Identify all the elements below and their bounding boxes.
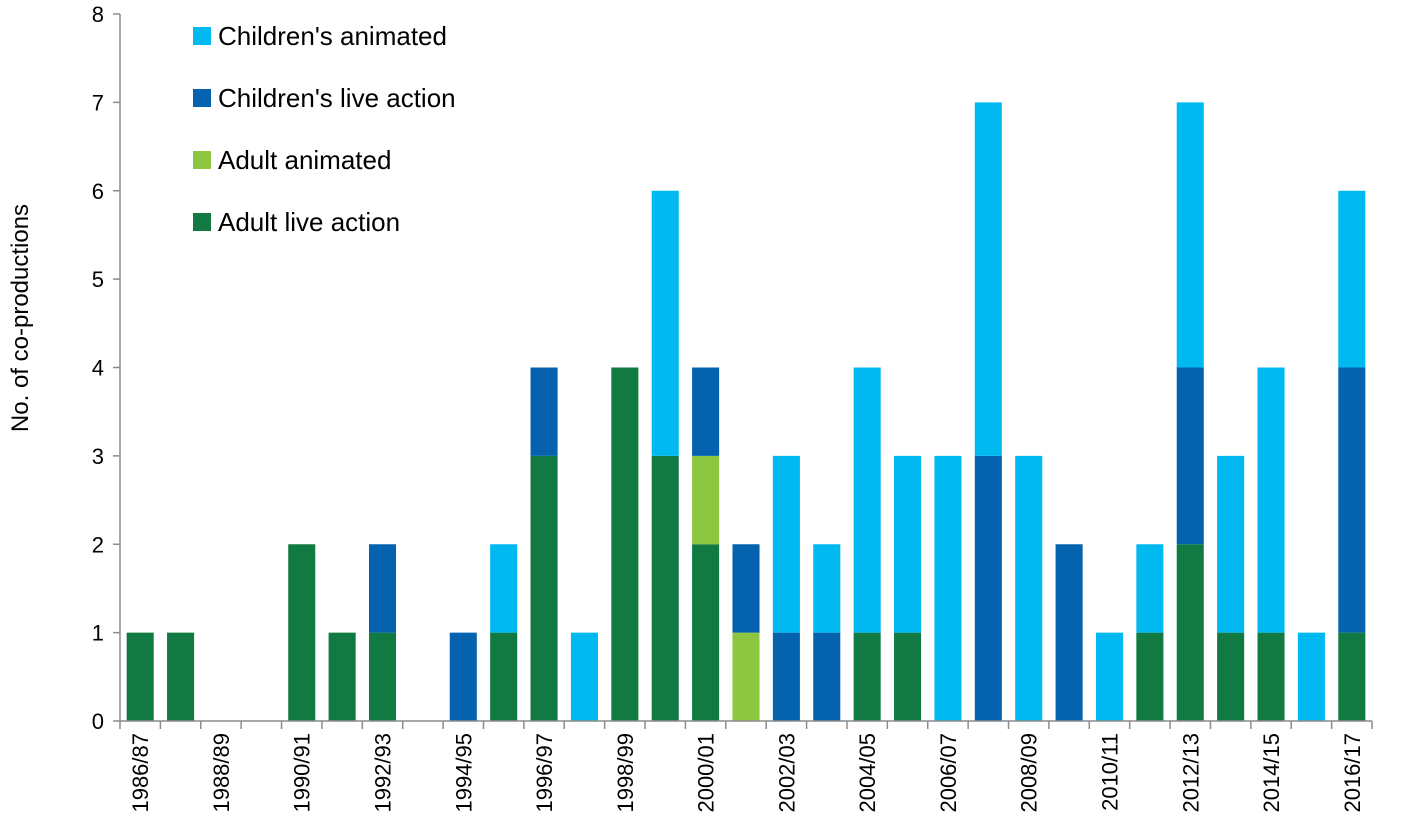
bar-children-s-live-action-2001-02 xyxy=(732,544,760,633)
y-tick-label: 6 xyxy=(92,179,104,204)
x-tick-label: 1994/95 xyxy=(451,733,476,813)
bar-children-s-animated-2013-14 xyxy=(1217,455,1245,633)
bar-adult-live-action-1987-88 xyxy=(167,632,195,722)
bar-adult-live-action-1992-93 xyxy=(368,632,397,722)
bar-adult-live-action-2013-14 xyxy=(1217,632,1245,722)
bar-children-s-animated-1997-98 xyxy=(570,632,598,722)
y-axis-title: No. of co-productions xyxy=(7,204,34,432)
bar-children-s-animated-2011-12 xyxy=(1136,544,1164,633)
y-tick-label: 8 xyxy=(92,2,104,27)
bar-children-s-animated-2003-04 xyxy=(813,544,841,633)
bar-adult-live-action-1986-87 xyxy=(126,632,154,722)
x-tick-label: 2004/05 xyxy=(855,733,880,813)
x-tick-label: 1990/91 xyxy=(290,733,315,813)
bar-children-s-animated-2016-17 xyxy=(1338,190,1366,368)
bar-adult-animated-2001-02 xyxy=(732,632,760,722)
y-tick-label: 5 xyxy=(92,267,104,292)
y-tick-label: 2 xyxy=(92,532,104,557)
bars-group xyxy=(126,102,1366,722)
x-tick-label: 2000/01 xyxy=(694,733,719,813)
x-tick-label: 1986/87 xyxy=(128,733,153,813)
bar-children-s-animated-2008-09 xyxy=(1015,455,1043,722)
bar-adult-live-action-2011-12 xyxy=(1136,632,1164,722)
bar-children-s-animated-2002-03 xyxy=(772,455,800,633)
x-tick-label: 1996/97 xyxy=(532,733,557,813)
bar-children-s-live-action-2016-17 xyxy=(1338,367,1366,633)
bar-children-s-animated-2005-06 xyxy=(894,455,922,633)
bar-adult-live-action-1995-96 xyxy=(490,632,518,722)
bar-children-s-animated-2012-13 xyxy=(1176,102,1204,368)
legend-label-adult-animated: Adult animated xyxy=(218,145,391,175)
bar-adult-live-action-2014-15 xyxy=(1257,632,1285,722)
bar-adult-live-action-2012-13 xyxy=(1176,544,1204,721)
x-tick-label: 2008/09 xyxy=(1017,733,1042,813)
bar-adult-animated-2000-01 xyxy=(692,455,720,545)
bar-adult-live-action-1999-00 xyxy=(651,455,679,722)
y-tick-label: 1 xyxy=(92,621,104,646)
bar-children-s-live-action-2002-03 xyxy=(772,632,800,722)
bar-children-s-live-action-1994-95 xyxy=(449,632,477,722)
y-tick-label: 3 xyxy=(92,444,104,469)
x-tick-label: 2012/13 xyxy=(1178,733,1203,813)
bar-children-s-animated-1999-00 xyxy=(651,190,679,456)
y-tick-label: 0 xyxy=(92,709,104,734)
y-tick-label: 4 xyxy=(92,356,104,381)
bar-children-s-animated-2015-16 xyxy=(1297,632,1325,722)
bar-children-s-live-action-2009-10 xyxy=(1055,544,1083,721)
bar-children-s-live-action-1992-93 xyxy=(368,544,397,633)
axes-group: 0 1 2 3 4 5 6 7 8 1986/87 1988/89 1990/91 1992/93 199… xyxy=(92,2,1373,813)
bar-children-s-live-action-2000-01 xyxy=(692,367,720,456)
bar-children-s-animated-2014-15 xyxy=(1257,367,1285,633)
bar-children-s-animated-1995-96 xyxy=(490,544,518,633)
legend-label-children-s-live-action: Children's live action xyxy=(218,83,456,113)
bar-adult-live-action-2000-01 xyxy=(692,544,720,721)
bar-children-s-animated-2006-07 xyxy=(934,455,962,722)
legend-swatch-children-s-animated xyxy=(193,27,211,45)
x-tick-label: 2014/15 xyxy=(1259,733,1284,813)
bar-adult-live-action-1990-91 xyxy=(288,544,316,721)
bar-children-s-live-action-2003-04 xyxy=(813,632,841,722)
legend-swatch-adult-live-action xyxy=(193,213,211,231)
x-tick-label: 1998/99 xyxy=(613,733,638,813)
y-tick-label: 7 xyxy=(92,90,104,115)
bar-adult-live-action-2005-06 xyxy=(894,632,922,722)
bar-children-s-animated-2004-05 xyxy=(853,367,881,633)
x-tick-label: 2010/11 xyxy=(1097,733,1122,811)
bar-adult-live-action-1991-92 xyxy=(328,632,356,722)
bar-adult-live-action-2016-17 xyxy=(1338,632,1366,722)
x-tick-label: 2006/07 xyxy=(936,733,961,813)
x-tick-label: 1992/93 xyxy=(371,733,396,813)
x-tick-label: 1988/89 xyxy=(209,733,234,813)
legend: Children's animated Children's live actio… xyxy=(193,21,456,237)
bar-children-s-live-action-2012-13 xyxy=(1176,367,1204,545)
bar-children-s-animated-2010-11 xyxy=(1095,632,1124,722)
bar-adult-live-action-1996-97 xyxy=(530,455,558,722)
legend-swatch-children-s-live-action xyxy=(193,89,211,107)
x-tick-label: 2016/17 xyxy=(1340,733,1365,813)
legend-label-children-s-animated: Children's animated xyxy=(218,21,447,51)
bar-children-s-live-action-2007-08 xyxy=(974,455,1002,722)
legend-swatch-adult-animated xyxy=(193,151,211,169)
legend-label-adult-live-action: Adult live action xyxy=(218,207,400,237)
bar-adult-live-action-2004-05 xyxy=(853,632,881,722)
bar-children-s-animated-2007-08 xyxy=(974,102,1002,456)
x-tick-label: 2002/03 xyxy=(774,733,799,813)
bar-children-s-live-action-1996-97 xyxy=(530,367,558,456)
bar-adult-live-action-1998-99 xyxy=(611,367,639,721)
